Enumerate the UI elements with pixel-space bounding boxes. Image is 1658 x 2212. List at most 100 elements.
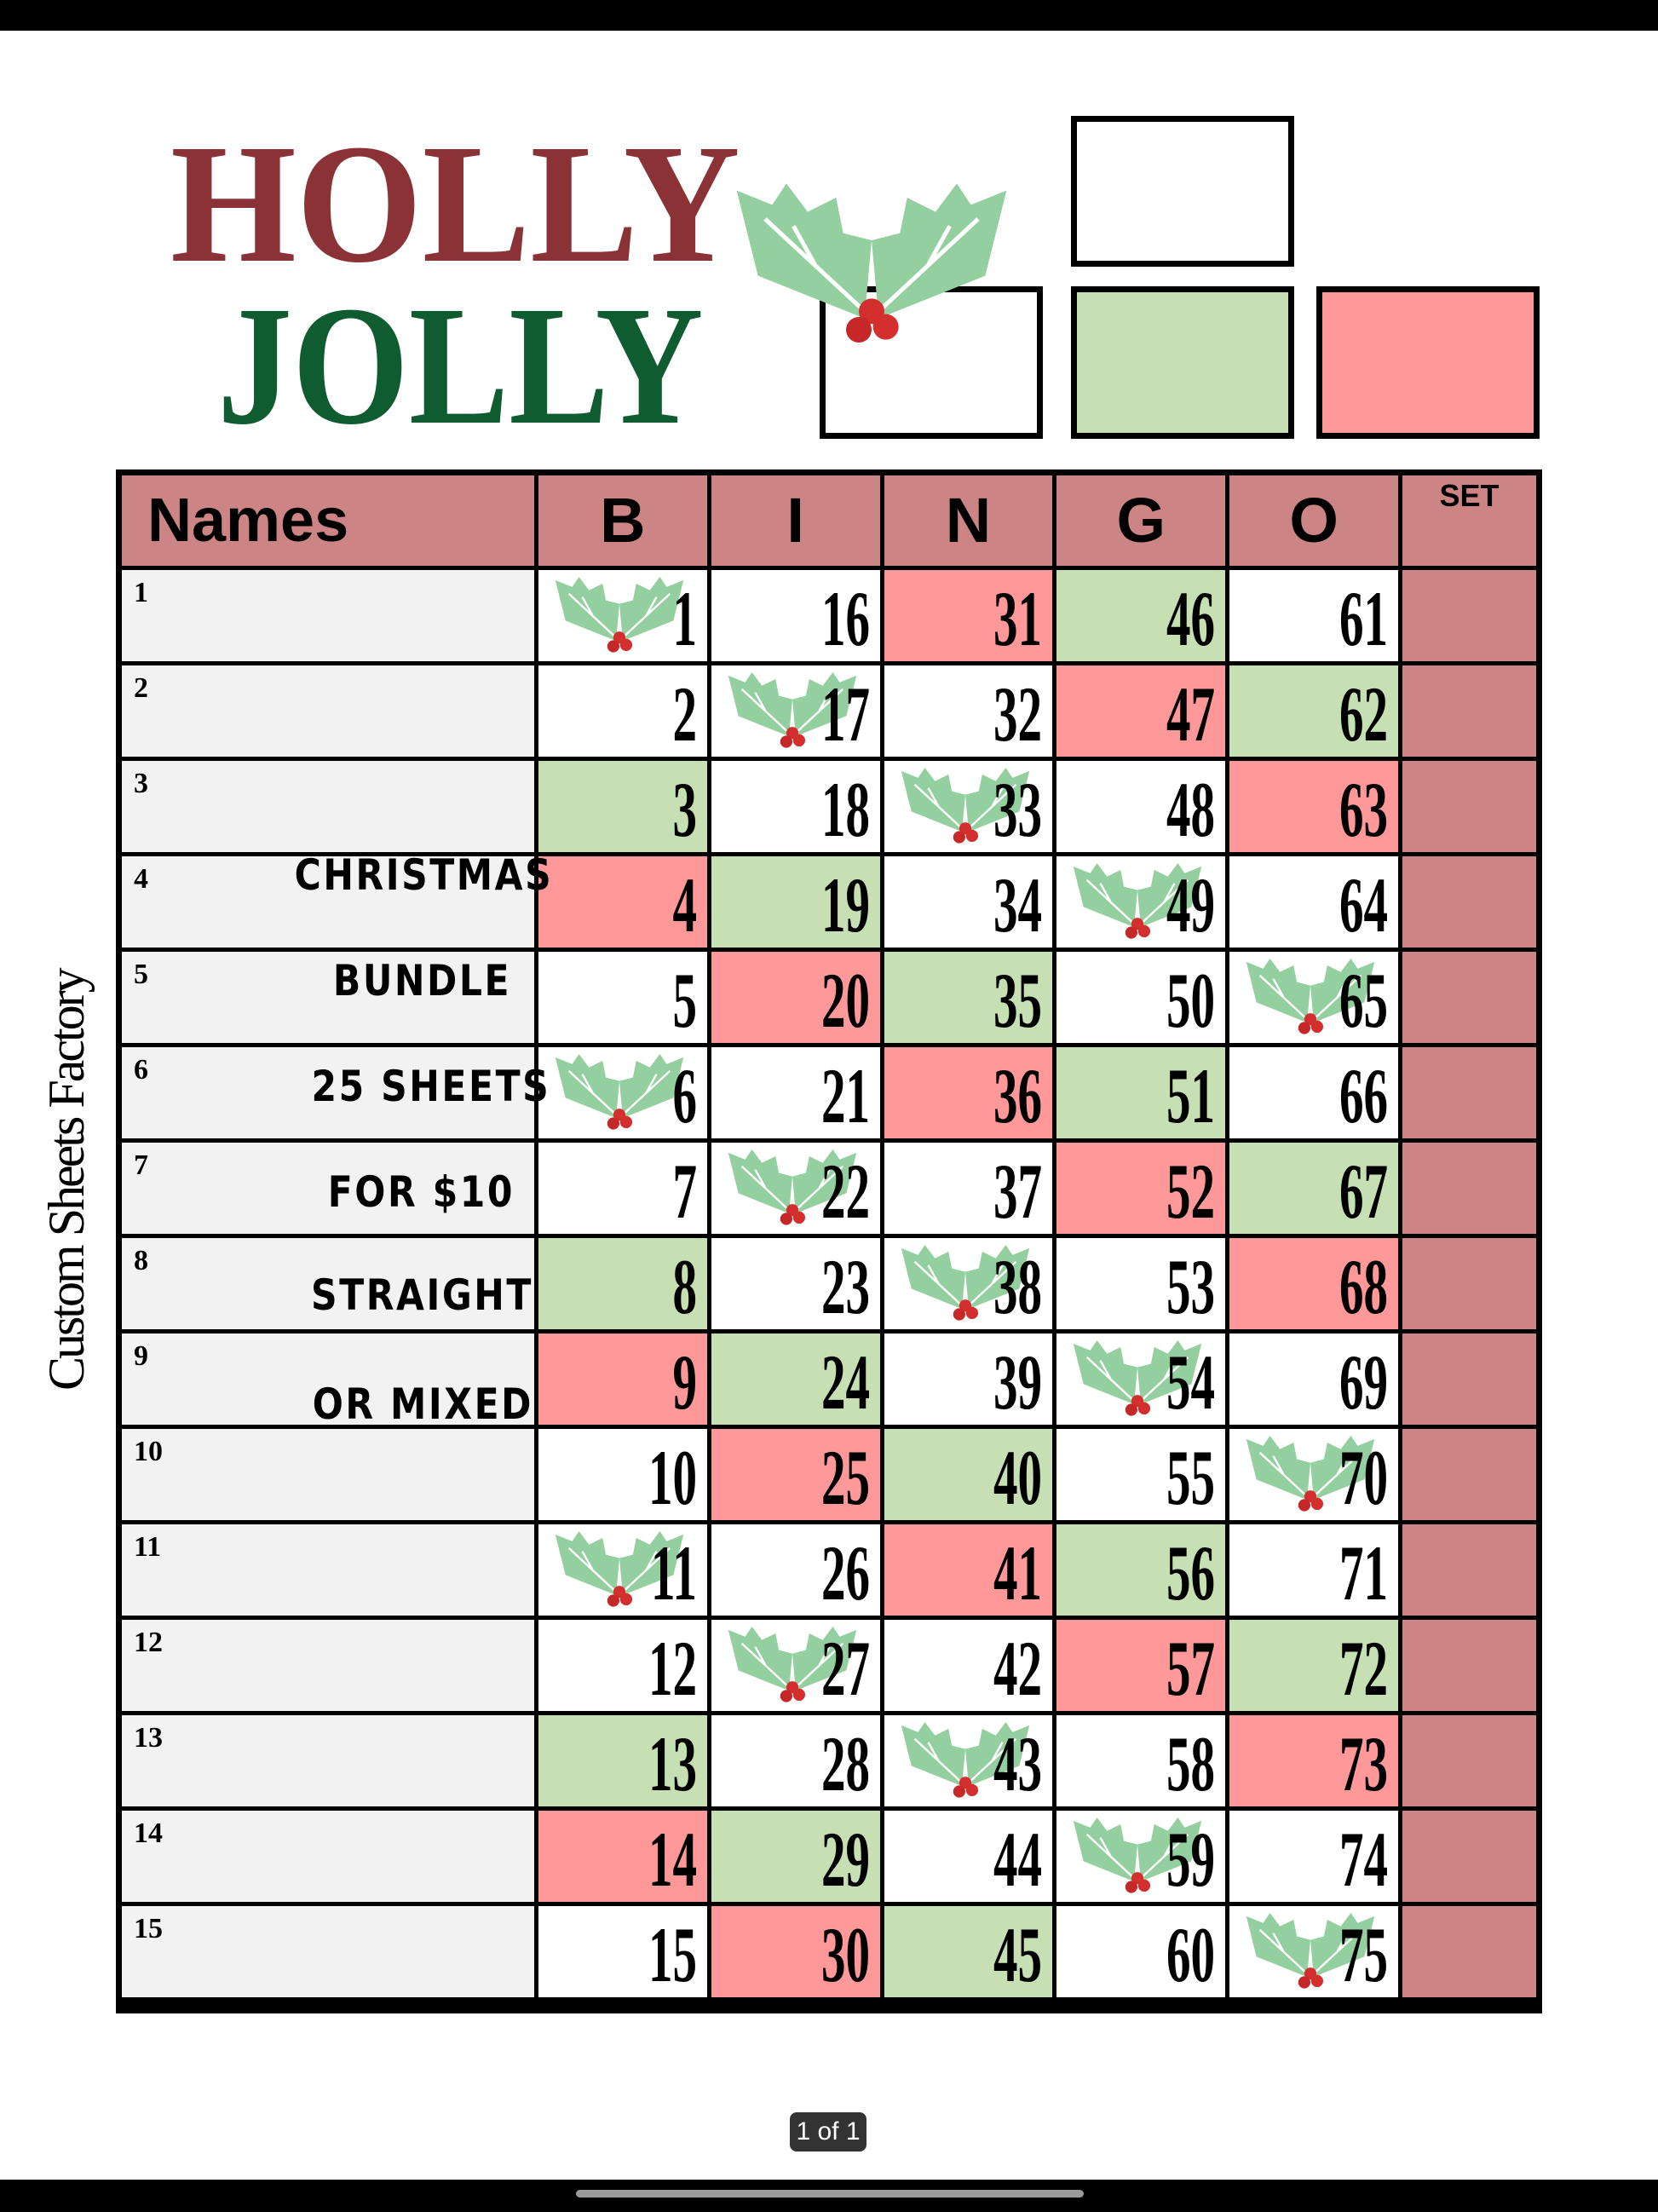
bingo-number: 59: [1166, 1816, 1216, 1903]
set-cell: [1402, 1429, 1536, 1520]
row-number: 9: [134, 1340, 148, 1372]
row-number: 15: [134, 1913, 163, 1944]
bingo-cell-g: 49: [1056, 856, 1226, 948]
row-number: 5: [134, 959, 148, 990]
set-cell: [1402, 1715, 1536, 1806]
bingo-cell-i: 23: [711, 1238, 880, 1329]
bingo-cell-n: 39: [884, 1334, 1053, 1425]
name-field[interactable]: 4: [122, 856, 534, 948]
bingo-number: 39: [993, 1339, 1043, 1426]
bingo-number: 32: [993, 671, 1043, 757]
bingo-number: 13: [648, 1720, 697, 1807]
bingo-number: 71: [1338, 1529, 1388, 1616]
bingo-number: 70: [1338, 1434, 1388, 1521]
bingo-cell-o: 72: [1229, 1620, 1398, 1711]
bingo-number: 66: [1338, 1052, 1388, 1139]
bingo-cell-g: 53: [1056, 1238, 1226, 1329]
name-field[interactable]: 12: [122, 1620, 534, 1711]
bingo-cell-o: 63: [1229, 761, 1398, 852]
bingo-cell-g: 51: [1056, 1047, 1226, 1139]
bingo-cell-g: 46: [1056, 570, 1226, 662]
bingo-number: 45: [993, 1911, 1043, 1998]
name-field[interactable]: 13: [122, 1715, 534, 1806]
promo-line: BUNDLE: [332, 956, 511, 1005]
bingo-number: 63: [1338, 766, 1388, 853]
name-field[interactable]: 6: [122, 1047, 534, 1138]
name-field[interactable]: 5: [122, 952, 534, 1043]
name-field[interactable]: 8: [122, 1238, 534, 1329]
bingo-number: 31: [993, 575, 1043, 662]
bingo-cell-n: 44: [884, 1811, 1053, 1902]
row-number: 2: [134, 672, 148, 704]
row-number: 6: [134, 1054, 148, 1086]
bingo-number: 20: [820, 957, 870, 1044]
bingo-cell-n: 41: [884, 1524, 1053, 1616]
bingo-cell-i: 22: [711, 1143, 880, 1234]
set-cell: [1402, 1143, 1536, 1234]
row-number: 8: [134, 1245, 148, 1276]
bingo-cell-o: 73: [1229, 1715, 1398, 1806]
row-number: 11: [134, 1531, 162, 1563]
bingo-cell-o: 67: [1229, 1143, 1398, 1234]
bingo-number: 35: [993, 957, 1043, 1044]
name-field[interactable]: 10: [122, 1429, 534, 1520]
promo-line: STRAIGHT: [311, 1270, 533, 1320]
bingo-number: 65: [1338, 957, 1388, 1044]
bingo-number: 3: [672, 766, 697, 853]
bingo-cell-b: 12: [538, 1620, 707, 1711]
bingo-number: 46: [1166, 575, 1216, 662]
bingo-cell-n: 45: [884, 1906, 1053, 1997]
name-field[interactable]: 15: [122, 1906, 534, 1997]
bingo-cell-i: 16: [711, 570, 880, 661]
bingo-number: 14: [648, 1816, 697, 1903]
bingo-cell-g: 60: [1056, 1906, 1226, 1997]
row-number: 14: [134, 1817, 163, 1849]
name-field[interactable]: 14: [122, 1811, 534, 1902]
bingo-number: 58: [1166, 1720, 1216, 1807]
bingo-cell-b: 8: [538, 1238, 707, 1329]
bingo-cell-i: 26: [711, 1524, 880, 1616]
bingo-number: 44: [993, 1816, 1043, 1903]
set-cell: [1402, 761, 1536, 852]
bingo-number: 51: [1166, 1052, 1216, 1139]
bingo-cell-o: 70: [1229, 1429, 1398, 1520]
bingo-cell-b: 15: [538, 1906, 707, 1997]
bingo-cell-i: 30: [711, 1906, 880, 1997]
name-field[interactable]: 9: [122, 1334, 534, 1425]
bingo-number: 5: [672, 957, 697, 1044]
bingo-cell-i: 17: [711, 665, 880, 757]
color-box-red: [1316, 286, 1540, 439]
bingo-number: 11: [650, 1529, 697, 1616]
bingo-number: 33: [993, 766, 1043, 853]
bingo-number: 40: [993, 1434, 1043, 1521]
name-field[interactable]: 7: [122, 1143, 534, 1234]
name-field[interactable]: 2: [122, 665, 534, 757]
name-field[interactable]: 11: [122, 1524, 534, 1616]
bingo-cell-o: 75: [1229, 1906, 1398, 1997]
bingo-cell-b: 9: [538, 1334, 707, 1425]
bingo-number: 36: [993, 1052, 1043, 1139]
row-number: 10: [134, 1436, 163, 1467]
status-bar: [0, 0, 1658, 31]
name-field[interactable]: 3: [122, 761, 534, 852]
bingo-number: 10: [648, 1434, 697, 1521]
bingo-number: 27: [820, 1625, 870, 1712]
bingo-cell-b: 13: [538, 1715, 707, 1806]
bingo-number: 21: [820, 1052, 870, 1139]
bingo-cell-n: 36: [884, 1047, 1053, 1138]
set-cell: [1402, 1047, 1536, 1138]
header-o: O: [1229, 475, 1398, 566]
holly-icon: [551, 1051, 688, 1132]
bingo-cell-o: 68: [1229, 1238, 1398, 1329]
bingo-number: 17: [820, 671, 870, 757]
bingo-cell-i: 29: [711, 1811, 880, 1902]
row-number: 3: [134, 768, 148, 799]
bingo-cell-o: 69: [1229, 1334, 1398, 1425]
bingo-number: 74: [1338, 1816, 1388, 1903]
bottom-bar: [0, 2180, 1658, 2212]
bingo-number: 67: [1338, 1148, 1388, 1235]
bingo-cell-o: 65: [1229, 952, 1398, 1043]
home-indicator[interactable]: [576, 2190, 1084, 2198]
name-field[interactable]: 1: [122, 570, 534, 661]
page-indicator: 1 of 1: [790, 2112, 866, 2152]
